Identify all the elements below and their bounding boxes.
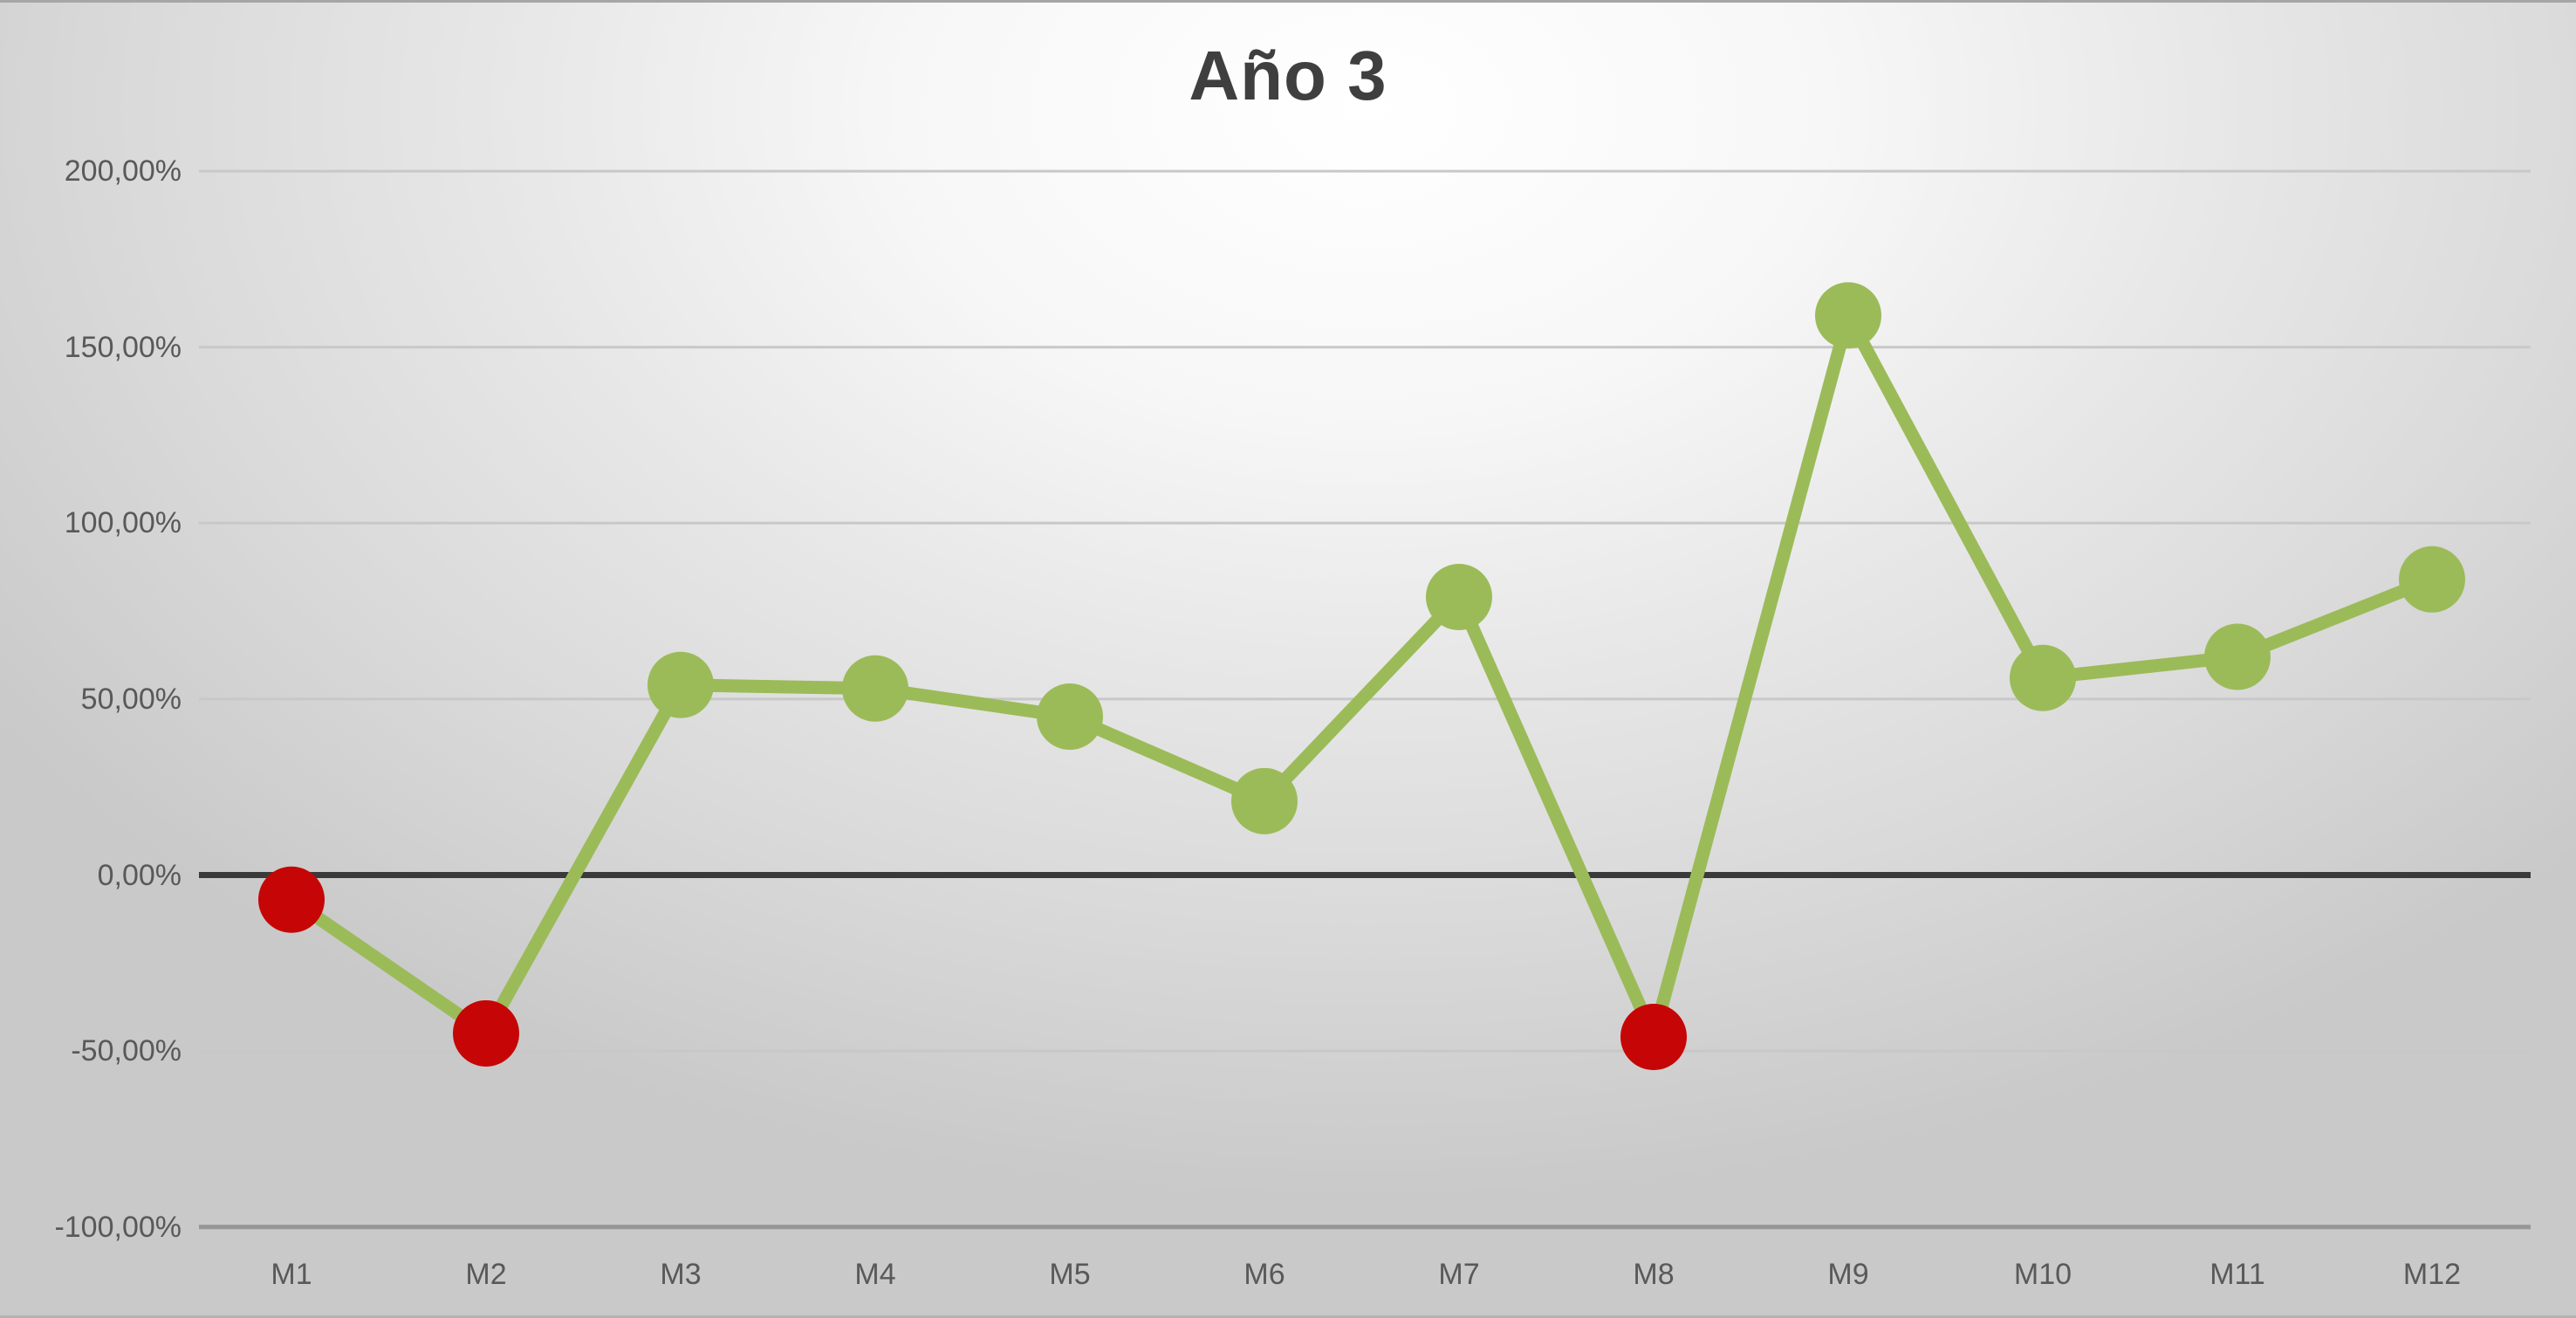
plot-area — [199, 169, 2531, 1230]
series-line — [287, 308, 2435, 1044]
y-axis-tick-label: 150,00% — [64, 330, 182, 364]
y-axis-tick-label: 100,00% — [64, 506, 182, 540]
x-axis-category-label: M5 — [1049, 1258, 1091, 1291]
x-axis-category-label: M12 — [2402, 1258, 2462, 1291]
data-point-marker-M12 — [2399, 546, 2465, 613]
x-axis-category-label: M11 — [2209, 1258, 2265, 1291]
y-axis-tick-label: 200,00% — [64, 154, 182, 189]
x-axis-category-label: M7 — [1438, 1258, 1480, 1291]
data-point-marker-M9 — [1815, 282, 1881, 349]
x-axis-category-label: M2 — [465, 1258, 507, 1291]
y-axis-tick-label: -50,00% — [71, 1034, 182, 1068]
data-point-marker-M3 — [647, 651, 714, 718]
data-point-marker-M11 — [2204, 623, 2271, 690]
x-axis-category-label: M8 — [1633, 1258, 1675, 1291]
data-point-marker-M7 — [1426, 563, 1492, 630]
y-axis-tick-label: 50,00% — [80, 682, 182, 716]
data-point-marker-M8 — [1620, 1003, 1687, 1070]
line-segment — [287, 308, 2435, 1044]
gridlines — [199, 169, 2531, 1230]
data-point-marker-M1 — [258, 866, 325, 933]
x-axis-category-label: M1 — [271, 1258, 312, 1291]
data-point-marker-M5 — [1037, 683, 1103, 751]
data-point-marker-M2 — [453, 999, 519, 1067]
y-axis-tick-label: 0,00% — [97, 858, 182, 892]
data-point-marker-M10 — [2010, 644, 2076, 711]
x-axis-category-label: M9 — [1827, 1258, 1869, 1291]
x-axis-category-label: M6 — [1243, 1258, 1285, 1291]
x-axis-category-label: M3 — [660, 1258, 702, 1291]
y-axis-tick-label: -100,00% — [54, 1210, 182, 1244]
x-axis-category-label: M4 — [854, 1258, 896, 1291]
series-markers — [258, 282, 2465, 1070]
chart-title: Año 3 — [1189, 37, 1387, 114]
data-point-marker-M4 — [842, 655, 908, 722]
x-axis-category-label: M10 — [2013, 1258, 2072, 1291]
data-point-marker-M6 — [1231, 767, 1298, 834]
